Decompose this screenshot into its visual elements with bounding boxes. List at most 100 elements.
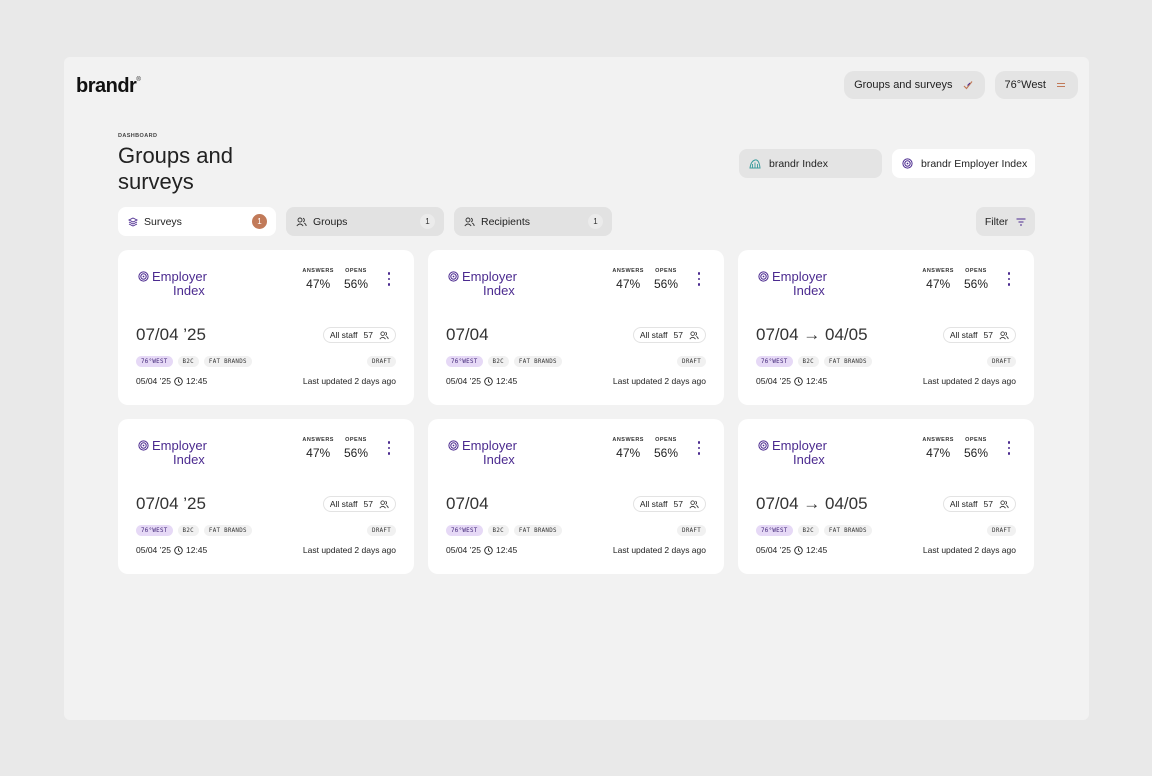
created-time: 12:45 — [185, 545, 208, 555]
users-icon — [464, 217, 475, 226]
tag-brand: FAT BRANDS — [513, 525, 562, 536]
tag-segment: B2C — [177, 356, 199, 367]
answers-label: ANSWERS — [302, 437, 334, 443]
audience-chip[interactable]: All staff 57 — [322, 496, 396, 512]
check-brush-icon — [963, 81, 972, 90]
filter-button[interactable]: Filter — [976, 207, 1035, 236]
filter-icon — [1016, 218, 1026, 225]
audience-chip[interactable]: All staff 57 — [322, 327, 396, 343]
answers-stat: ANSWERS 47% — [612, 268, 644, 291]
brand-line-1: Employer — [462, 438, 517, 453]
survey-cards-grid: Employer Index ANSWERS 47% OPENS 56% 07/… — [118, 250, 1034, 574]
brandr-index-option[interactable]: brandr Index — [739, 149, 882, 178]
clock-icon — [484, 376, 493, 386]
created-date: 05/04 ’25 — [446, 545, 481, 555]
audience-label: All staff — [639, 499, 668, 509]
opens-stat: OPENS 56% — [344, 268, 368, 291]
opens-stat: OPENS 56% — [654, 268, 678, 291]
opens-stat: OPENS 56% — [964, 268, 988, 291]
employer-index-option[interactable]: brandr Employer Index — [892, 149, 1035, 178]
more-options-icon[interactable] — [1006, 441, 1012, 455]
tag-workspace: 76°WEST — [446, 525, 483, 536]
page-title: Groups and surveys — [118, 143, 233, 194]
brandr-logo[interactable]: brandr® — [76, 75, 141, 97]
more-options-icon[interactable] — [386, 272, 392, 286]
header-actions: Groups and surveys 76°West — [844, 71, 1078, 99]
employer-index-logo: Employer Index — [138, 439, 207, 466]
recipients-count-badge: 1 — [588, 214, 603, 229]
answers-label: ANSWERS — [922, 437, 954, 443]
brand-line-1: Employer — [772, 438, 827, 453]
card-tags: 76°WEST B2C FAT BRANDS — [446, 525, 562, 536]
tab-groups-label: Groups — [313, 215, 348, 228]
clock-icon — [794, 376, 803, 386]
opens-label: OPENS — [345, 268, 367, 274]
tag-brand: FAT BRANDS — [203, 525, 252, 536]
audience-chip[interactable]: All staff 57 — [632, 496, 706, 512]
opens-label: OPENS — [965, 437, 987, 443]
users-icon — [379, 330, 389, 339]
opens-label: OPENS — [655, 437, 677, 443]
audience-label: All staff — [329, 499, 358, 509]
clock-icon — [484, 545, 493, 555]
created-time: 12:45 — [495, 545, 518, 555]
answers-label: ANSWERS — [612, 268, 644, 274]
employer-index-label: brandr Employer Index — [921, 157, 1028, 170]
opens-label: OPENS — [965, 268, 987, 274]
survey-date: 07/04 ’25 — [136, 325, 206, 344]
card-tags: 76°WEST B2C FAT BRANDS — [756, 525, 872, 536]
employer-index-logo: Employer Index — [448, 439, 517, 466]
survey-card[interactable]: Employer Index ANSWERS 47% OPENS 56% 07/… — [738, 419, 1034, 574]
audience-chip[interactable]: All staff 57 — [632, 327, 706, 343]
created-time: 12:45 — [805, 545, 828, 555]
opens-value: 56% — [963, 277, 988, 291]
audience-count: 57 — [983, 330, 993, 340]
created-time: 12:45 — [805, 376, 828, 386]
status-badge: DRAFT — [367, 356, 396, 367]
more-options-icon[interactable] — [386, 441, 392, 455]
created-date: 05/04 ’25 — [756, 545, 791, 555]
audience-label: All staff — [949, 330, 978, 340]
more-options-icon[interactable] — [696, 441, 702, 455]
index-chart-icon — [749, 159, 761, 169]
groups-and-surveys-button[interactable]: Groups and surveys — [844, 71, 985, 99]
audience-count: 57 — [363, 330, 373, 340]
employer-index-icon — [758, 440, 769, 451]
employer-index-icon — [448, 440, 459, 451]
tab-groups[interactable]: Groups 1 — [286, 207, 444, 236]
card-tags: 76°WEST B2C FAT BRANDS — [136, 525, 252, 536]
workspace-menu-button[interactable]: 76°West — [994, 71, 1078, 99]
answers-label: ANSWERS — [302, 268, 334, 274]
survey-card[interactable]: Employer Index ANSWERS 47% OPENS 56% 07/… — [118, 250, 414, 405]
created-date: 05/04 ’25 — [136, 376, 171, 386]
employer-index-icon — [138, 440, 149, 451]
tab-recipients[interactable]: Recipients 1 — [454, 207, 612, 236]
opens-label: OPENS — [345, 437, 367, 443]
audience-chip[interactable]: All staff 57 — [942, 327, 1016, 343]
audience-count: 57 — [673, 330, 683, 340]
survey-card[interactable]: Employer Index ANSWERS 47% OPENS 56% 07/… — [738, 250, 1034, 405]
survey-date: 07/04 ’25 — [136, 494, 206, 513]
audience-chip[interactable]: All staff 57 — [942, 496, 1016, 512]
brand-line-2: Index — [173, 452, 205, 467]
answers-stat: ANSWERS 47% — [302, 437, 334, 460]
survey-card[interactable]: Employer Index ANSWERS 47% OPENS 56% 07/… — [428, 419, 724, 574]
clock-icon — [794, 545, 803, 555]
survey-date: 07/04 → 04/05 — [756, 494, 868, 513]
brand-line-2: Index — [173, 283, 205, 298]
more-options-icon[interactable] — [1006, 272, 1012, 286]
opens-stat: OPENS 56% — [344, 437, 368, 460]
survey-card[interactable]: Employer Index ANSWERS 47% OPENS 56% 07/… — [118, 419, 414, 574]
more-options-icon[interactable] — [696, 272, 702, 286]
tag-segment: B2C — [797, 525, 819, 536]
opens-label: OPENS — [655, 268, 677, 274]
audience-count: 57 — [983, 499, 993, 509]
employer-index-logo: Employer Index — [758, 270, 827, 297]
survey-card[interactable]: Employer Index ANSWERS 47% OPENS 56% 07/… — [428, 250, 724, 405]
users-icon — [999, 330, 1009, 339]
tab-surveys[interactable]: Surveys 1 — [118, 207, 276, 236]
card-stats: ANSWERS 47% OPENS 56% — [612, 437, 678, 460]
created-time: 12:45 — [495, 376, 518, 386]
card-tags: 76°WEST B2C FAT BRANDS — [756, 356, 872, 367]
employer-index-icon — [448, 271, 459, 282]
